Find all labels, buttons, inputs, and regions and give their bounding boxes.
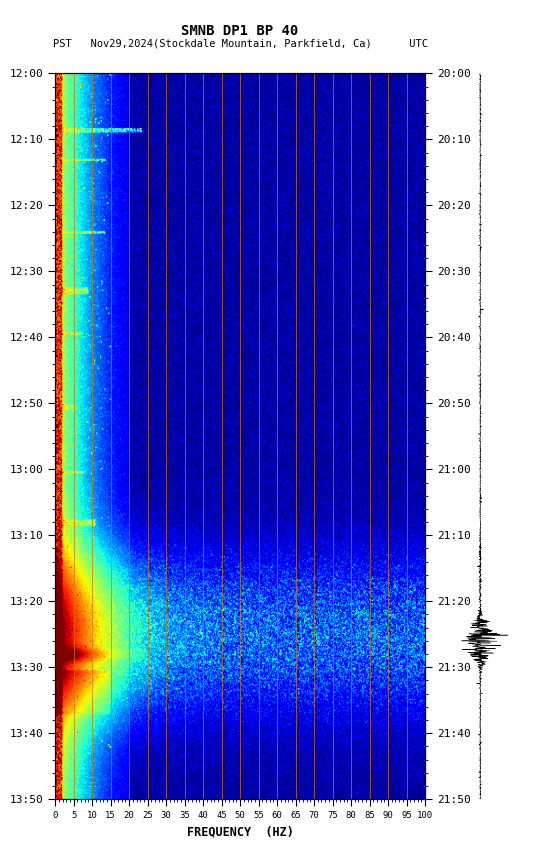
Text: SMNB DP1 BP 40: SMNB DP1 BP 40 xyxy=(182,24,299,38)
Text: PST   Nov29,2024(Stockdale Mountain, Parkfield, Ca)      UTC: PST Nov29,2024(Stockdale Mountain, Parkf… xyxy=(52,39,428,49)
X-axis label: FREQUENCY  (HZ): FREQUENCY (HZ) xyxy=(187,826,294,839)
